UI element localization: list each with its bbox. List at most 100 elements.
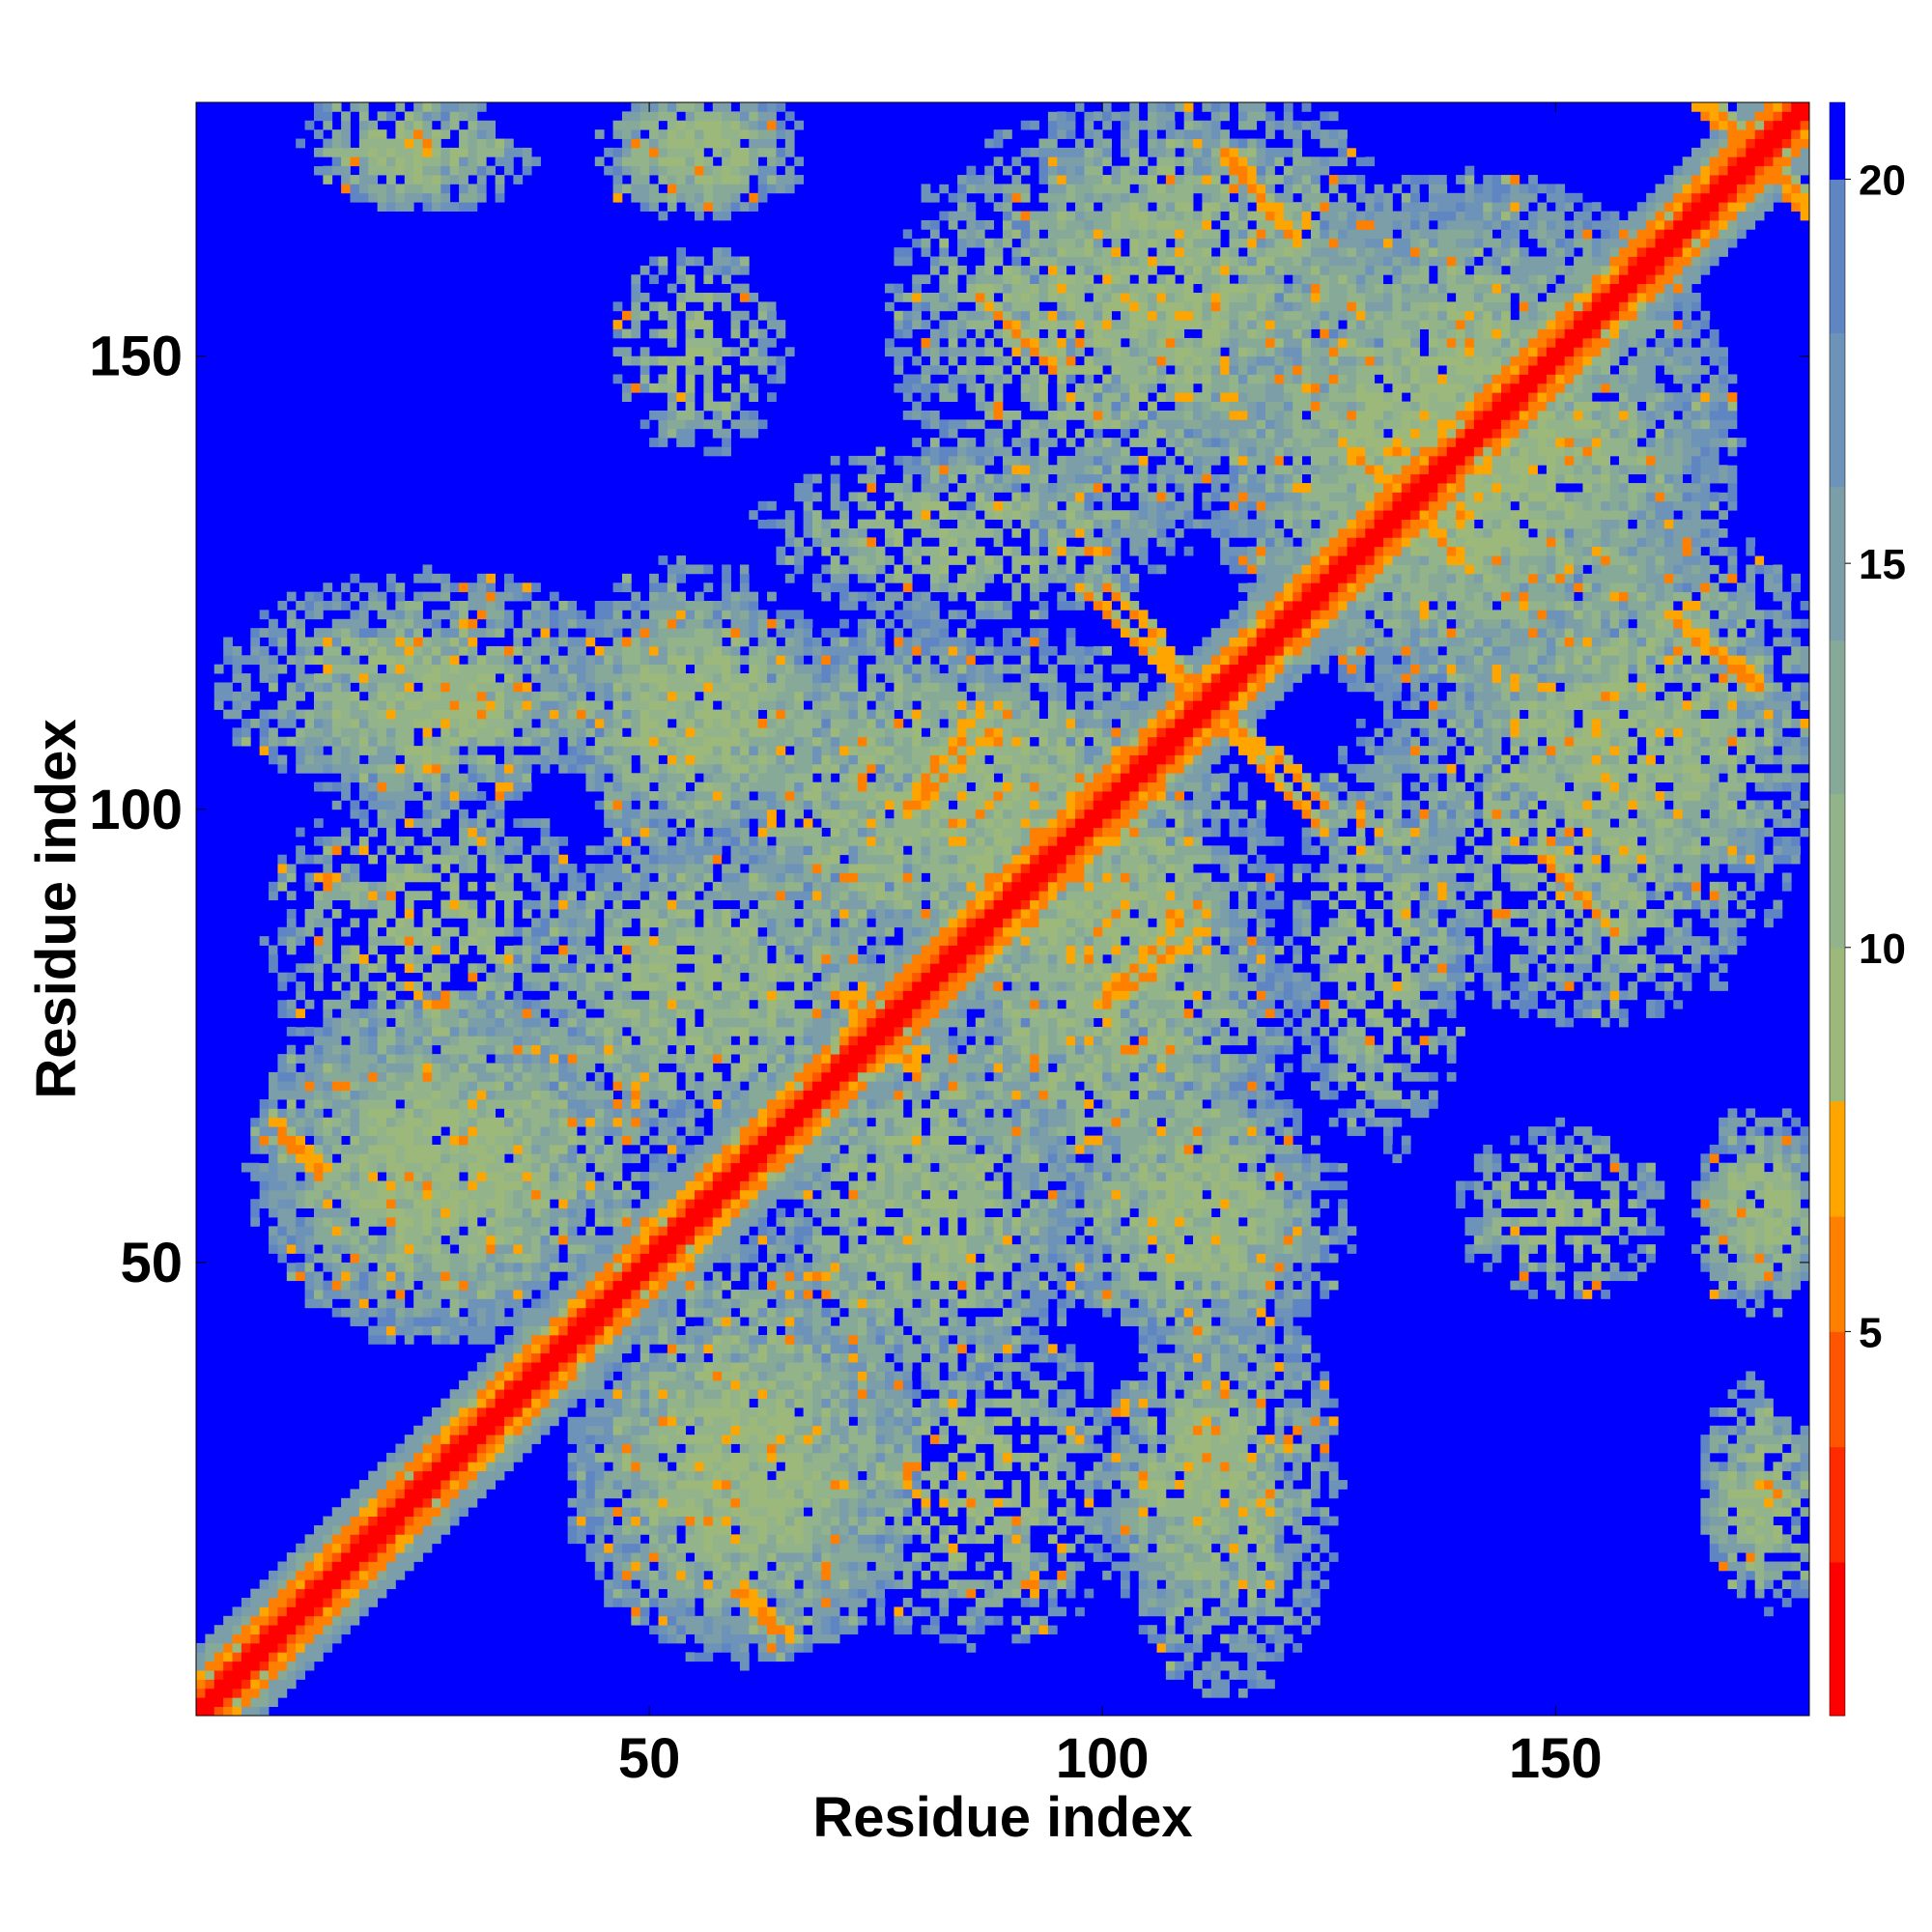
heatmap-cell — [413, 1298, 423, 1309]
heatmap-cell — [558, 773, 569, 783]
heatmap-cell — [486, 1290, 496, 1299]
heatmap-cell — [395, 138, 406, 149]
heatmap-cell — [594, 1017, 605, 1028]
heatmap-cell — [503, 1189, 514, 1200]
heatmap-cell — [540, 1126, 551, 1136]
heatmap-cell — [395, 763, 406, 774]
heatmap-cell — [667, 591, 677, 602]
heatmap-cell — [649, 763, 659, 774]
heatmap-cell — [486, 1244, 496, 1254]
heatmap-cell — [250, 1117, 261, 1127]
heatmap-cell — [377, 1317, 387, 1326]
heatmap-cell — [422, 1497, 433, 1508]
heatmap-cell — [612, 1598, 623, 1607]
heatmap-cell — [658, 827, 668, 838]
heatmap-cell — [331, 1244, 342, 1254]
heatmap-cell — [395, 881, 406, 892]
heatmap-cell — [277, 1063, 288, 1073]
heatmap-cell — [612, 1325, 623, 1336]
heatmap-cell — [585, 972, 596, 982]
heatmap-cell — [331, 1126, 342, 1136]
heatmap-cell — [277, 1108, 288, 1119]
heatmap-cell — [313, 1298, 324, 1309]
heatmap-cell — [468, 909, 478, 919]
heatmap-cell — [531, 1371, 541, 1381]
heatmap-cell — [431, 936, 441, 946]
heatmap-cell — [386, 1462, 396, 1472]
heatmap-cell — [631, 1009, 641, 1018]
heatmap-cell — [549, 1099, 559, 1109]
heatmap-cell — [703, 274, 714, 285]
heatmap-cell — [468, 202, 478, 212]
heatmap-cell — [404, 936, 414, 946]
heatmap-cell — [621, 864, 632, 873]
heatmap-cell — [658, 945, 668, 955]
heatmap-cell — [695, 682, 704, 693]
heatmap-cell — [594, 1280, 605, 1291]
heatmap-cell — [513, 628, 524, 638]
heatmap-cell — [594, 1480, 605, 1490]
heatmap-cell — [649, 129, 659, 139]
heatmap-cell — [667, 637, 677, 647]
heatmap-cell — [712, 926, 723, 937]
heatmap-cell — [476, 102, 487, 112]
heatmap-cell — [531, 1425, 541, 1435]
heatmap-cell — [468, 601, 478, 611]
heatmap-cell — [577, 1325, 586, 1336]
heatmap-cell — [612, 818, 623, 828]
heatmap-cell — [612, 926, 623, 937]
heatmap-cell — [612, 374, 623, 384]
heatmap-cell — [459, 945, 469, 955]
heatmap-cell — [277, 1688, 288, 1698]
heatmap-cell — [440, 1054, 451, 1064]
heatmap-cell — [503, 1443, 514, 1454]
heatmap-cell — [621, 1298, 632, 1309]
heatmap-cell — [695, 202, 704, 212]
heatmap-cell — [386, 1172, 396, 1181]
heatmap-cell — [577, 1108, 586, 1119]
heatmap-cell — [658, 591, 668, 602]
heatmap-cell — [431, 1180, 441, 1191]
heatmap-cell — [449, 1262, 460, 1272]
heatmap-cell — [296, 736, 305, 747]
heatmap-cell — [259, 718, 270, 728]
heatmap-cell — [331, 147, 342, 157]
heatmap-cell — [422, 1280, 433, 1291]
heatmap-cell — [522, 899, 532, 910]
heatmap-cell — [476, 573, 487, 583]
heatmap-cell — [404, 872, 414, 883]
heatmap-cell — [585, 1099, 596, 1109]
heatmap-cell — [259, 1126, 270, 1136]
heatmap-cell — [468, 1135, 478, 1146]
heatmap-cell — [585, 791, 596, 801]
heatmap-cell — [695, 1516, 704, 1526]
heatmap-cell — [658, 953, 668, 964]
heatmap-cell — [413, 591, 423, 602]
heatmap-cell — [639, 854, 650, 865]
heatmap-cell — [486, 1180, 496, 1191]
heatmap-cell — [404, 129, 414, 139]
heatmap-cell — [313, 763, 324, 774]
heatmap-cell — [621, 827, 632, 838]
heatmap-cell — [685, 383, 696, 393]
heatmap-cell — [476, 718, 487, 728]
heatmap-cell — [495, 628, 505, 638]
heatmap-cell — [703, 727, 714, 738]
heatmap-cell — [695, 864, 704, 873]
heatmap-cell — [540, 1017, 551, 1028]
heatmap-cell — [277, 990, 288, 1001]
heatmap-cell — [259, 628, 270, 638]
heatmap-cell — [468, 1017, 478, 1028]
heatmap-cell — [404, 1144, 414, 1154]
heatmap-cell — [695, 1090, 704, 1100]
heatmap-cell — [395, 1126, 406, 1136]
heatmap-cell — [422, 1443, 433, 1454]
heatmap-cell — [540, 1044, 551, 1055]
heatmap-cell — [503, 1036, 514, 1046]
heatmap-cell — [695, 1443, 704, 1454]
heatmap-cell — [386, 1063, 396, 1073]
heatmap-cell — [522, 618, 532, 629]
heatmap-cell — [422, 645, 433, 656]
heatmap-cell — [631, 1307, 641, 1318]
heatmap-cell — [540, 1071, 551, 1082]
